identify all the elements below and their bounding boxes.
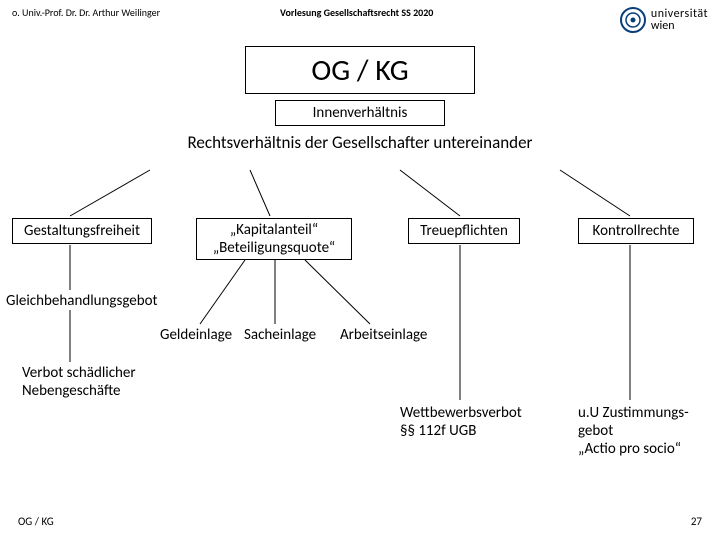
page-title: OG / KG bbox=[245, 46, 475, 94]
zustimmungsgebot: u.U Zustimmungs- gebot „Actio pro socio“ bbox=[578, 404, 689, 458]
branch-treuepflichten: Treuepflichten bbox=[408, 218, 520, 244]
sacheinlage: Sacheinlage bbox=[244, 326, 316, 344]
zust-line1: u.U Zustimmungs- bbox=[578, 404, 689, 422]
verbot-nebengeschaefte: Verbot schädlicher Nebengeschäfte bbox=[22, 364, 136, 400]
professor-name: o. Univ.-Prof. Dr. Dr. Arthur Weilinger bbox=[12, 6, 160, 19]
verbot-line1: Verbot schädlicher bbox=[22, 364, 136, 382]
footer-page-number: 27 bbox=[691, 515, 702, 528]
wettbewerb-line1: Wettbewerbsverbot bbox=[400, 404, 522, 422]
arbeitseinlage: Arbeitseinlage bbox=[340, 326, 427, 344]
geldeinlage: Geldeinlage bbox=[160, 326, 232, 344]
wettbewerb-line2: §§ 112f UGB bbox=[400, 422, 476, 440]
zust-line2: gebot bbox=[578, 422, 613, 440]
gleichbehandlungsgebot: Gleichbehandlungsgebot bbox=[6, 292, 158, 310]
branch-gestaltungsfreiheit: Gestaltungsfreiheit bbox=[12, 218, 152, 244]
verbot-line2: Nebengeschäfte bbox=[22, 382, 121, 400]
zust-line3: „Actio pro socio“ bbox=[578, 440, 681, 458]
wettbewerbsverbot: Wettbewerbsverbot §§ 112f UGB bbox=[400, 404, 522, 440]
kapitalanteil-line1: „Kapitalanteil“ bbox=[230, 221, 318, 239]
footer-left: OG / KG bbox=[18, 515, 54, 528]
branch-kontrollrechte: Kontrollrechte bbox=[578, 218, 694, 244]
university-logo: universität wien bbox=[619, 6, 708, 34]
kapitalanteil-line2: „Beteiligungsquote“ bbox=[213, 239, 335, 257]
subtitle-box: Innenverhältnis bbox=[275, 100, 445, 126]
relation-text: Rechtsverhältnis der Gesellschafter unte… bbox=[0, 132, 720, 153]
uni-name-2: wien bbox=[651, 20, 708, 32]
uni-seal-icon bbox=[619, 6, 647, 34]
lecture-title: Vorlesung Gesellschaftsrecht SS 2020 bbox=[280, 6, 433, 19]
branch-kapitalanteil: „Kapitalanteil“ „Beteiligungsquote“ bbox=[196, 218, 352, 260]
